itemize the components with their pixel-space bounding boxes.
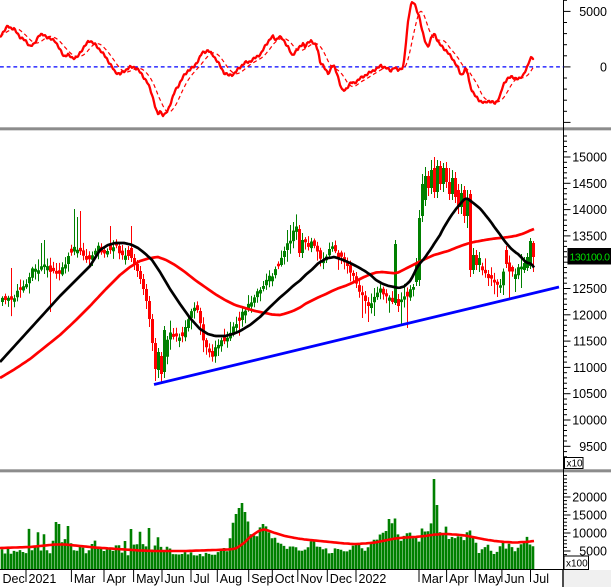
svg-text:May: May xyxy=(136,572,160,586)
svg-text:11500: 11500 xyxy=(573,335,607,349)
svg-text:Oct: Oct xyxy=(275,572,295,586)
svg-text:Jun: Jun xyxy=(165,572,185,586)
svg-text:0: 0 xyxy=(600,60,607,74)
svg-text:5000: 5000 xyxy=(579,545,607,559)
svg-text:2021: 2021 xyxy=(29,572,57,586)
svg-text:Nov: Nov xyxy=(300,572,323,586)
svg-text:13500: 13500 xyxy=(572,229,607,243)
svg-text:12500: 12500 xyxy=(572,282,607,296)
svg-text:Jul: Jul xyxy=(194,572,210,586)
svg-text:2022: 2022 xyxy=(359,572,387,586)
svg-text:Mar: Mar xyxy=(74,572,96,586)
svg-text:12000: 12000 xyxy=(572,308,607,322)
svg-text:130100.0: 130100.0 xyxy=(570,252,611,264)
svg-text:14500: 14500 xyxy=(572,177,607,191)
svg-text:Apr: Apr xyxy=(449,572,468,586)
svg-text:11000: 11000 xyxy=(573,361,607,375)
svg-text:x10: x10 xyxy=(567,459,584,470)
svg-text:9500: 9500 xyxy=(579,440,607,454)
svg-text:Jun: Jun xyxy=(504,572,524,586)
svg-text:Jul: Jul xyxy=(533,572,549,586)
svg-text:May: May xyxy=(478,572,502,586)
svg-text:10000: 10000 xyxy=(572,527,607,541)
svg-text:Apr: Apr xyxy=(107,572,126,586)
svg-text:Sep: Sep xyxy=(251,572,273,586)
svg-text:5000: 5000 xyxy=(579,5,607,19)
svg-text:10500: 10500 xyxy=(572,387,607,401)
svg-text:15000: 15000 xyxy=(572,509,607,523)
svg-text:10000: 10000 xyxy=(572,414,607,428)
svg-text:x100: x100 xyxy=(566,559,588,570)
svg-text:Aug: Aug xyxy=(220,572,242,586)
svg-text:20000: 20000 xyxy=(572,491,607,505)
svg-text:Dec: Dec xyxy=(3,572,25,586)
svg-text:15000: 15000 xyxy=(572,151,607,165)
svg-text:Dec: Dec xyxy=(330,572,352,586)
svg-text:Mar: Mar xyxy=(422,572,444,586)
svg-text:14000: 14000 xyxy=(572,203,607,217)
